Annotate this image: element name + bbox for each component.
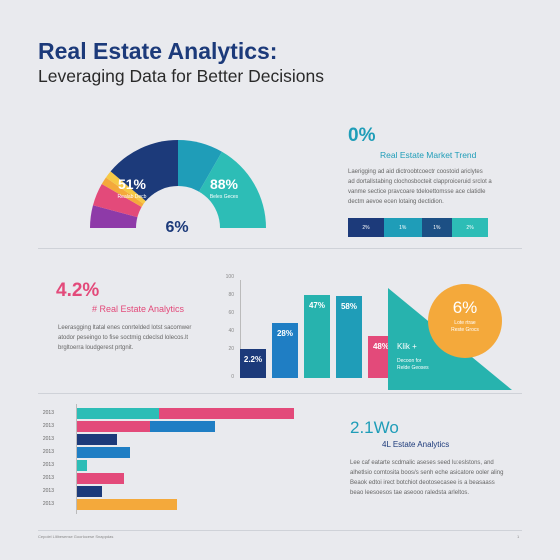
bar-chart: 100 80 60 40 20 0 2.2% 28% 47% 58% 48% <box>218 272 394 382</box>
bar-1 <box>240 349 266 378</box>
gauge-center-value: 6% <box>165 219 189 236</box>
hbar-year: 2013 <box>42 475 54 481</box>
bar-label-1: 2.2% <box>243 355 263 364</box>
bar-label-3: 47% <box>308 301 325 310</box>
hbar-year: 2013 <box>42 449 54 455</box>
callout-text: Lote rtrae Reste Grocs <box>451 320 479 333</box>
hbar-segment <box>77 447 130 458</box>
callout-value: 6% <box>452 298 478 317</box>
analytics-left-value: 4.2% <box>56 280 100 301</box>
bar-2 <box>272 323 298 378</box>
y-tick: 40 <box>228 328 234 334</box>
hbar-segment <box>77 421 150 432</box>
hbar-segment <box>77 408 159 419</box>
bar-label-2: 28% <box>276 329 293 338</box>
y-tick: 20 <box>228 346 234 352</box>
triangle-value: Klik + <box>397 342 417 351</box>
hbar-segment <box>77 486 102 497</box>
plot-area: 2.2% 28% 47% 58% 48% <box>240 280 394 378</box>
hbar-year: 2013 <box>42 462 54 468</box>
divider <box>38 248 522 249</box>
stack-segment: 1% <box>383 218 422 237</box>
hbar-segment <box>77 473 124 484</box>
hbar-year: 2013 <box>42 488 54 494</box>
gauge-chart <box>90 140 266 238</box>
hbar-segment <box>77 499 177 510</box>
stack-segment: 1% <box>421 218 453 237</box>
callout-circle <box>428 284 502 358</box>
hbar-segment <box>150 421 215 432</box>
trend-body: Laerigging ad aid dictroobtcoectr coosto… <box>348 169 492 205</box>
gauge-right-label: Beles Geces <box>209 194 239 200</box>
gauge-left-label: Realab Decb <box>117 194 147 200</box>
hbar-year: 2013 <box>42 410 54 416</box>
y-axis <box>240 280 241 378</box>
bar-4 <box>336 296 362 378</box>
hbar-segment <box>159 408 294 419</box>
gauge-left-value: 51% <box>117 176 147 192</box>
stack-segment: 2% <box>348 218 384 237</box>
analytics-right-value: 2.1Wo <box>350 418 399 437</box>
footer-left: Cepolel Llilbesense Goorlocese Snappdas <box>38 534 114 539</box>
analytics-left-label: # Real Estate Analytics <box>92 304 185 314</box>
bar-label-5: 48% <box>372 342 389 351</box>
analytics-right-label: 4L Estate Analytics <box>382 440 450 449</box>
analytics-left-body: Leerasgging ltatal enes conrtelded lotst… <box>58 325 192 351</box>
divider <box>38 393 522 394</box>
footer-right: 1 <box>517 534 520 539</box>
hbar-year: 2013 <box>42 423 54 429</box>
hbar-axis <box>76 404 77 514</box>
divider <box>38 530 522 531</box>
hbar-year: 2013 <box>42 501 54 507</box>
hbar-year: 2013 <box>42 436 54 442</box>
y-tick: 60 <box>228 310 234 316</box>
page-title: Real Estate Analytics: <box>38 38 278 64</box>
triangle-text: Decoon for Relde Geoses <box>397 358 429 371</box>
hbar-segment <box>77 460 87 471</box>
hbar-segment <box>77 434 117 445</box>
trend-label: Real Estate Market Trend <box>380 150 477 160</box>
trend-value: 0% <box>348 125 376 146</box>
page-subtitle: Leveraging Data for Better Decisions <box>38 66 324 86</box>
bar-3 <box>304 295 330 378</box>
gauge-right-value: 88% <box>209 176 239 192</box>
trend-stacked-bar: 2% 1% 1% 2% <box>348 218 488 237</box>
y-tick: 100 <box>225 274 234 280</box>
stack-segment: 2% <box>452 218 488 237</box>
bar-label-4: 58% <box>340 302 357 311</box>
y-tick: 80 <box>228 292 234 298</box>
y-tick: 0 <box>231 374 234 380</box>
analytics-right-body: Lee caf eatarte scdmalic aseses seed lu:… <box>350 460 504 496</box>
